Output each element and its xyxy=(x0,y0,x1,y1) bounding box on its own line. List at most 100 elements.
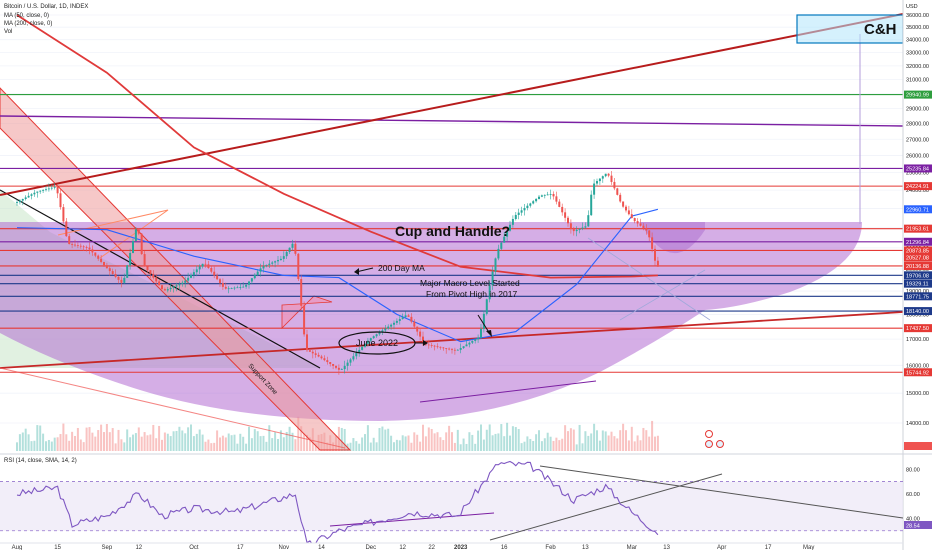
candle xyxy=(404,315,407,318)
volume-bar xyxy=(627,440,630,451)
volume-bar xyxy=(613,436,616,451)
candle xyxy=(520,210,523,213)
volume-bar xyxy=(561,438,564,451)
price-badge xyxy=(904,279,932,288)
candle xyxy=(65,221,68,237)
candle xyxy=(581,227,584,229)
candle xyxy=(561,206,564,213)
candle xyxy=(56,186,59,194)
volume-bar xyxy=(204,441,207,451)
rsi-header[interactable]: RSI (14, close, SMA, 14, 2) xyxy=(4,458,77,464)
candle xyxy=(137,229,140,234)
candle xyxy=(355,353,358,357)
candle xyxy=(224,286,227,289)
candle xyxy=(369,338,372,341)
time-tick: Mar xyxy=(627,545,637,550)
time-tick: Dec xyxy=(365,545,376,550)
candle xyxy=(366,340,369,344)
volume-bar xyxy=(216,430,219,451)
volume-bar xyxy=(523,441,526,451)
candle xyxy=(378,332,381,335)
candle xyxy=(207,264,210,268)
candle xyxy=(105,265,108,269)
ma50-legend[interactable]: MA (50, close, 0) xyxy=(4,13,49,19)
macro-label-2: From Pivot High in 2017 xyxy=(426,289,517,299)
ma200-legend[interactable]: MA (200, close, 0) xyxy=(4,21,52,27)
price-badge xyxy=(904,90,932,99)
volume-bar xyxy=(285,431,288,451)
flag-icon[interactable] xyxy=(716,440,724,448)
candle xyxy=(117,276,120,280)
candle xyxy=(372,336,375,339)
flag-icon[interactable] xyxy=(705,440,713,448)
candle xyxy=(253,274,256,279)
candle xyxy=(204,263,207,265)
volume-bar xyxy=(343,428,346,451)
candle xyxy=(381,330,384,333)
volume-bar xyxy=(485,429,488,451)
candle xyxy=(140,233,143,255)
candle xyxy=(395,320,398,323)
volume-bar xyxy=(108,432,111,451)
price-tick: 15000.00 xyxy=(906,391,929,397)
event-icon[interactable] xyxy=(705,430,713,438)
candle xyxy=(79,245,82,247)
candle xyxy=(216,275,219,280)
candle xyxy=(413,321,416,327)
volume-bar xyxy=(201,434,204,451)
candle xyxy=(201,263,204,267)
red-longterm-trendline xyxy=(0,13,903,196)
volume-bar xyxy=(633,441,636,451)
volume-bar xyxy=(248,426,250,451)
candle xyxy=(410,316,413,322)
rsi-axis: 40.00 60.00 80.00 xyxy=(906,467,920,522)
vol-legend[interactable]: Vol xyxy=(4,29,12,35)
candle xyxy=(227,288,230,290)
volume-bar xyxy=(395,439,398,451)
candle xyxy=(282,256,285,259)
currency-label: USD xyxy=(906,4,918,10)
volume-bar xyxy=(482,439,485,451)
time-axis[interactable]: Aug 15 Sep 12 Oct 17 Nov 14 Dec 12 22 2023 16 Feb 13 Ma… xyxy=(12,545,815,550)
candle xyxy=(569,223,572,229)
candle xyxy=(503,236,506,243)
price-badge-value: 15744.92 xyxy=(906,370,929,376)
volume-bar xyxy=(601,430,604,451)
volume-bar xyxy=(569,428,572,451)
candle xyxy=(590,194,593,216)
price-badge-value: 18140.00 xyxy=(906,309,929,315)
volume-bar xyxy=(143,432,146,451)
price-tick: 28000.00 xyxy=(906,122,929,128)
volume-bar xyxy=(526,436,529,451)
volume-bar xyxy=(558,440,561,451)
volume-bar xyxy=(279,430,282,451)
volume-bar xyxy=(306,434,308,451)
purple-uptrend xyxy=(419,380,597,403)
price-badge-value: 20136.88 xyxy=(906,264,929,270)
candle xyxy=(500,242,503,249)
candle xyxy=(656,260,659,267)
time-tick: 13 xyxy=(582,545,589,550)
price-tick: 19000.00 xyxy=(906,289,929,295)
volume-bar xyxy=(462,438,465,451)
candle xyxy=(158,281,161,286)
volume-bar xyxy=(639,440,642,451)
volume-bar xyxy=(433,433,436,451)
candle xyxy=(407,315,410,317)
candle xyxy=(279,258,282,261)
candle xyxy=(622,201,625,207)
volume-bar xyxy=(71,431,74,451)
rsi-tick: 80.00 xyxy=(906,467,920,473)
price-tick: 33000.00 xyxy=(906,51,929,57)
price-badge xyxy=(904,224,932,233)
price-badge xyxy=(904,307,932,316)
volume-bar xyxy=(230,435,233,451)
price-badge xyxy=(904,253,932,262)
volume-bar xyxy=(166,433,169,451)
ch-label: C&H xyxy=(864,21,897,38)
candle xyxy=(651,237,654,249)
volume-bar xyxy=(575,444,578,451)
candle xyxy=(114,273,117,277)
price-tick: 29000.00 xyxy=(906,106,929,112)
